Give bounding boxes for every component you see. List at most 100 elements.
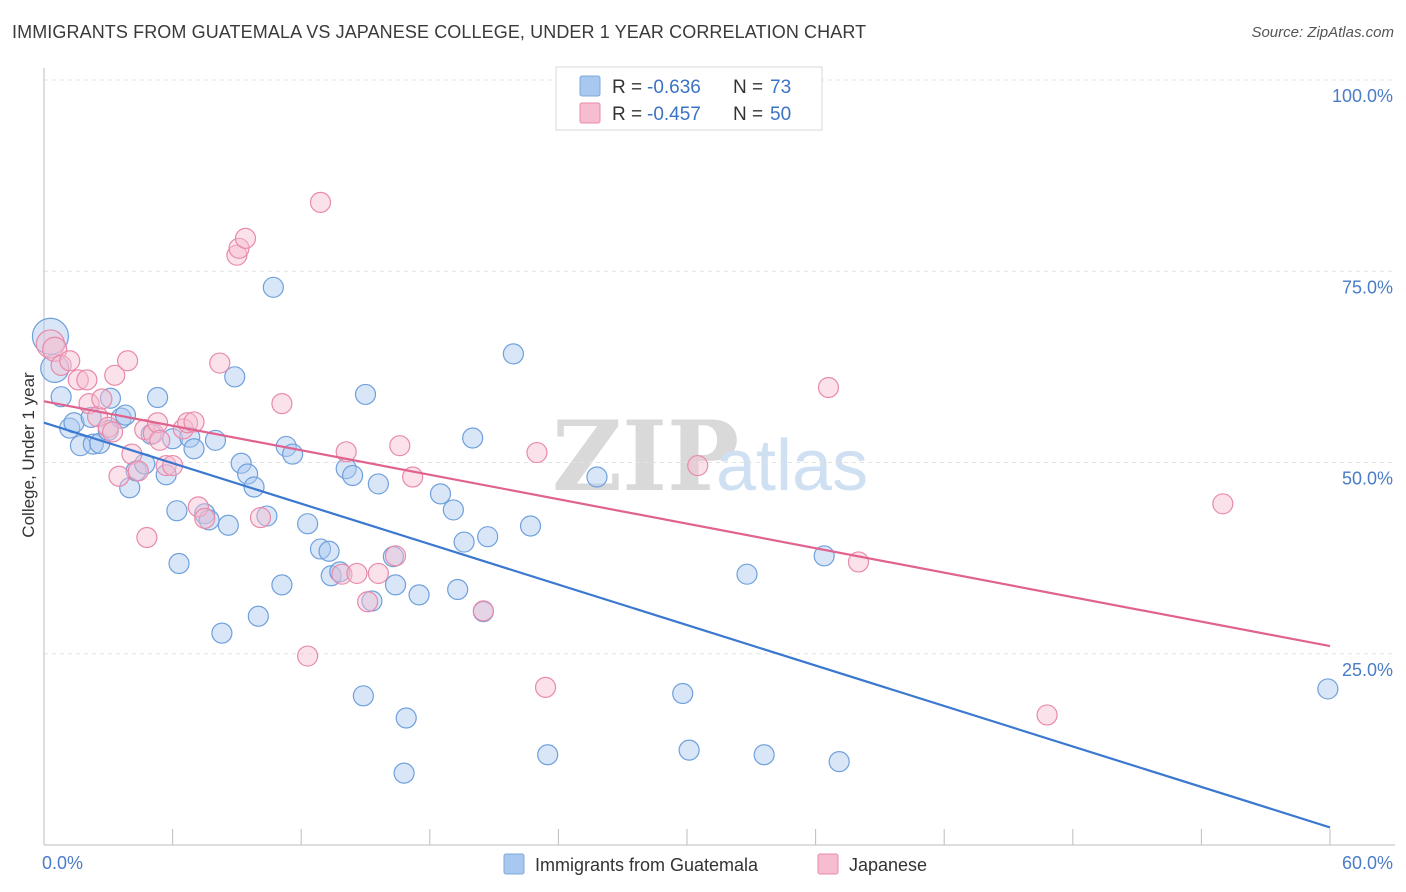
guatemala-point [352,685,374,707]
japanese-point [526,441,548,464]
guatemala-point [166,500,188,522]
japanese-point [59,350,81,372]
bottom-legend-label-japanese: Japanese [849,855,927,875]
guatemala-point [462,427,484,449]
guatemala-point [408,584,430,606]
legend-r-value: -0.457 [647,104,701,125]
source-label: Source: ZipAtlas.com [1251,24,1394,41]
y-tick-label: 75.0% [1342,277,1393,297]
guatemala-point [442,499,464,521]
japanese-point [817,376,840,399]
guatemala-point [297,513,319,535]
guatemala-point [342,464,364,487]
watermark-atlas: atlas [716,426,868,506]
guatemala-point [224,366,246,388]
guatemala-point [119,477,141,499]
japanese-point [384,545,407,567]
japanese-point [309,191,332,213]
bottom-legend-label-guatemala: Immigrants from Guatemala [535,855,759,875]
japanese-point [101,421,124,443]
japanese-point [91,388,113,410]
legend-r-label: R = [612,104,642,125]
guatemala-point [230,452,252,474]
x-tick-label: 60.0% [1342,853,1393,873]
guatemala-point [146,386,169,409]
guatemala-trend-line [43,421,1331,829]
guatemala-point [453,531,475,553]
guatemala-point [384,574,407,596]
guatemala-point [354,383,377,406]
guatemala-point [262,276,284,298]
japanese-point [183,411,205,433]
guatemala-point [237,463,259,485]
japanese-point [116,350,139,372]
guatemala-point [477,526,499,548]
guatemala-point [502,343,524,365]
y-axis-label: College, Under 1 year [19,372,38,538]
legend-r-value: -0.636 [647,77,701,98]
guatemala-point [395,707,417,729]
guatemala-point [447,578,469,601]
japanese-point [357,591,379,613]
guatemala-point [50,386,72,408]
chart-title: IMMIGRANTS FROM GUATEMALA VS JAPANESE CO… [12,22,867,42]
japanese-point [194,507,216,529]
guatemala-point [828,751,850,773]
guatemala-point [309,538,332,560]
japanese-point [35,329,66,359]
guatemala-point [247,605,269,627]
bottom-legend-swatch-guatemala [503,853,525,875]
japanese-point [367,562,389,585]
japanese-point [346,562,368,585]
guatemala-point [672,682,694,705]
y-tick-label: 25.0% [1342,660,1393,680]
guatemala-point [99,387,122,409]
guatemala-point [168,552,190,575]
guatemala-point [318,540,340,562]
japanese-point [1212,493,1234,515]
japanese-trend-line [43,400,1331,648]
x-tick-label: 0.0% [42,853,83,873]
guatemala-point [217,514,239,536]
japanese-point [271,392,293,415]
japanese-point [687,454,709,477]
japanese-point [331,563,353,585]
guatemala-point [1317,678,1339,700]
guatemala-point [753,744,775,766]
japanese-point [76,369,98,391]
japanese-point [209,352,231,374]
guatemala-point [537,744,559,766]
japanese-point [187,496,209,518]
guatemala-point [243,476,265,498]
y-tick-label: 50.0% [1342,469,1393,489]
japanese-point [472,600,494,622]
japanese-point [297,645,319,667]
guatemala-point [736,563,758,585]
japanese-point [234,227,257,249]
legend-swatch [579,75,601,97]
guatemala-point [31,317,70,355]
legend-n-value: 73 [770,77,791,98]
guatemala-point [586,466,608,488]
guatemala-point [519,515,542,537]
bottom-legend-swatch-japanese [817,853,839,875]
guatemala-point [678,739,700,761]
japanese-point [67,369,89,391]
legend-swatch [579,102,601,124]
y-tick-label: 100.0% [1332,86,1393,106]
japanese-point [104,364,126,386]
guatemala-point [80,406,102,428]
guatemala-point [271,574,293,596]
japanese-point [389,435,411,457]
guatemala-point [211,622,233,644]
japanese-point [249,506,272,529]
japanese-point [149,429,171,451]
legend-r-label: R = [612,77,642,98]
legend-n-label: N = [733,77,763,98]
japanese-point [136,526,158,549]
guatemala-point [393,762,415,784]
japanese-point [1036,704,1058,726]
legend-n-value: 50 [770,104,791,125]
guatemala-point [256,505,278,527]
guatemala-point [183,438,205,460]
